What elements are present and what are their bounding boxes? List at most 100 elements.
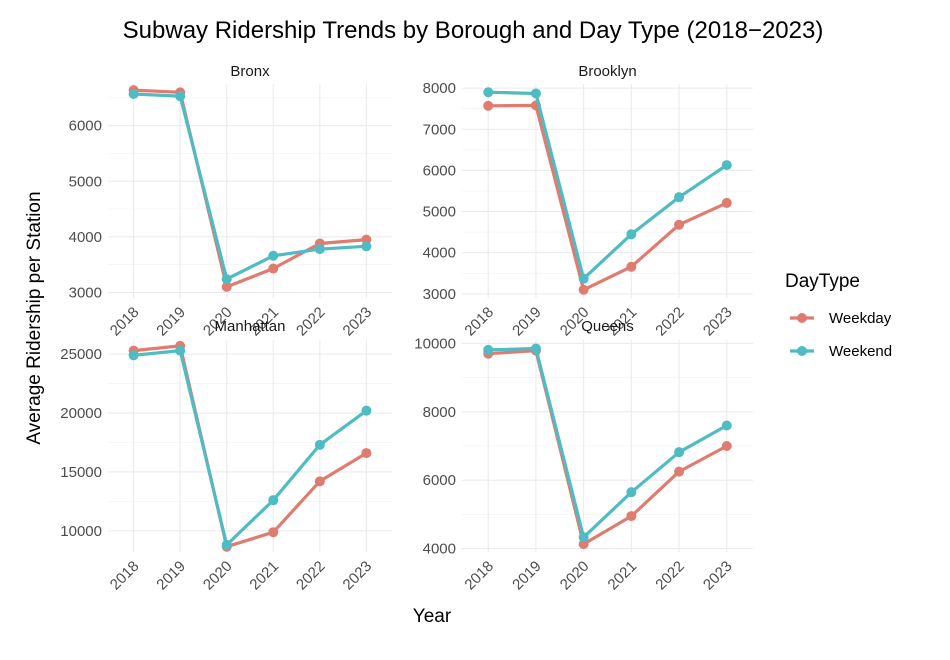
data-point-weekend-2021: [626, 229, 637, 240]
data-point-weekday-2021: [626, 511, 637, 522]
y-tick-label: 5000: [423, 204, 456, 221]
series-line-weekday: [486, 103, 729, 292]
data-point-weekday-2023: [361, 448, 372, 459]
data-point-weekend-2018: [483, 344, 494, 355]
data-point-weekend-2023: [361, 405, 372, 416]
y-tick-label: 5000: [69, 173, 102, 190]
series-line-weekend: [486, 346, 729, 539]
y-tick-label: 20000: [60, 405, 102, 422]
x-tick-label: 2020: [557, 558, 593, 594]
data-point-weekend-2018: [128, 350, 139, 361]
x-tick-label: 2019: [153, 558, 189, 594]
legend-title: DayType: [785, 271, 860, 292]
x-tick-label: 2023: [340, 558, 376, 594]
data-point-weekday-2021: [268, 527, 279, 538]
data-point-weekend-2021: [268, 495, 279, 506]
data-point-weekday-2020: [221, 281, 232, 292]
data-point-weekday-2022: [314, 476, 325, 487]
data-point-weekday-2022: [674, 219, 685, 230]
data-point-weekday-2020: [578, 284, 589, 295]
y-tick-label: 8000: [423, 80, 456, 97]
x-axis-title: Year: [413, 606, 452, 627]
y-tick-label: 4000: [69, 229, 102, 246]
y-tick-label: 15000: [60, 464, 102, 481]
data-point-weekday-2021: [268, 263, 279, 274]
series-line-weekday: [132, 88, 368, 289]
data-point-weekday-2021: [626, 261, 637, 272]
x-tick-label: 2018: [461, 558, 497, 594]
series-line-weekday: [132, 344, 368, 549]
y-tick-label: 25000: [60, 346, 102, 363]
panel-brooklyn: Brooklyn 3000 4000 5000 6000 7000 8000 2018 2019…: [423, 63, 753, 339]
x-tick-label: 2019: [153, 304, 189, 340]
data-point-weekend-2021: [626, 487, 637, 498]
y-tick-label: 3000: [423, 286, 456, 303]
x-tick-label: 2018: [107, 558, 143, 594]
y-tick-label: 4000: [423, 541, 456, 558]
legend-swatch-point-weekday: [797, 313, 807, 323]
y-axis-title: Average Ridership per Station: [24, 191, 45, 444]
series-line-weekend: [132, 349, 368, 547]
data-point-weekend-2023: [361, 241, 372, 252]
panel-queens: Queens 4000 6000 8000 10000 2018 2019 2020 2021 2…: [414, 318, 753, 593]
data-point-weekend-2022: [674, 447, 685, 458]
panel-strip-label: Manhattan: [215, 318, 286, 335]
x-tick-label: 2022: [652, 304, 688, 340]
x-tick-label: 2022: [293, 304, 329, 340]
data-point-weekend-2020: [578, 273, 589, 284]
y-tick-label: 8000: [423, 404, 456, 421]
data-point-weekend-2023: [721, 160, 732, 171]
y-tick-label: 6000: [423, 472, 456, 489]
legend-key-weekend: Weekend: [790, 343, 892, 360]
data-point-weekend-2020: [221, 274, 232, 285]
x-tick-label: 2023: [700, 304, 736, 340]
series-line-weekday: [486, 349, 729, 546]
legend-label-weekday: Weekday: [829, 310, 892, 327]
legend-key-weekday: Weekday: [790, 310, 892, 327]
x-tick-label: 2020: [200, 558, 236, 594]
x-tick-label: 2021: [605, 558, 641, 594]
panel-strip-label: Queens: [581, 318, 634, 335]
data-point-weekday-2022: [674, 466, 685, 477]
data-point-weekend-2022: [314, 244, 325, 255]
data-point-weekend-2022: [314, 439, 325, 450]
x-tick-label: 2019: [509, 304, 545, 340]
legend: DayType Weekday Weekend: [785, 271, 892, 360]
data-point-weekend-2022: [674, 192, 685, 203]
y-tick-label: 10000: [60, 523, 102, 540]
x-tick-label: 2023: [700, 558, 736, 594]
y-tick-label: 7000: [423, 121, 456, 138]
x-tick-label: 2022: [652, 558, 688, 594]
x-tick-label: 2018: [107, 304, 143, 340]
series-line-weekend: [486, 90, 729, 281]
series-line-weekend: [132, 92, 368, 281]
data-point-weekday-2018: [483, 100, 494, 111]
data-point-weekend-2019: [530, 88, 541, 99]
data-point-weekend-2021: [268, 250, 279, 261]
legend-swatch-point-weekend: [797, 346, 807, 356]
y-tick-label: 6000: [69, 118, 102, 135]
x-tick-label: 2023: [340, 304, 376, 340]
panel-manhattan: Manhattan 10000 15000 20000 25000 2018 2019 202…: [60, 318, 392, 593]
data-point-weekday-2023: [721, 441, 732, 451]
data-point-weekday-2023: [721, 197, 732, 208]
data-point-weekend-2018: [128, 89, 139, 100]
facet-panels: Bronx 3000 4000 5000 6000 2018 2019 2020 2021 202…: [60, 63, 753, 593]
data-point-weekend-2023: [721, 420, 732, 431]
data-point-weekend-2019: [530, 343, 541, 354]
y-tick-label: 4000: [423, 245, 456, 262]
y-tick-label: 6000: [423, 162, 456, 179]
x-tick-label: 2022: [293, 558, 329, 594]
chart-title: Subway Ridership Trends by Borough and D…: [123, 17, 824, 44]
x-tick-label: 2021: [246, 558, 282, 594]
x-tick-label: 2019: [509, 558, 545, 594]
panel-strip-label: Brooklyn: [578, 63, 636, 80]
legend-label-weekend: Weekend: [829, 343, 892, 360]
data-point-weekend-2019: [175, 345, 186, 356]
data-point-weekend-2019: [175, 91, 186, 102]
x-tick-label: 2018: [461, 304, 497, 340]
y-tick-label: 3000: [69, 284, 102, 301]
data-point-weekend-2020: [578, 532, 589, 543]
